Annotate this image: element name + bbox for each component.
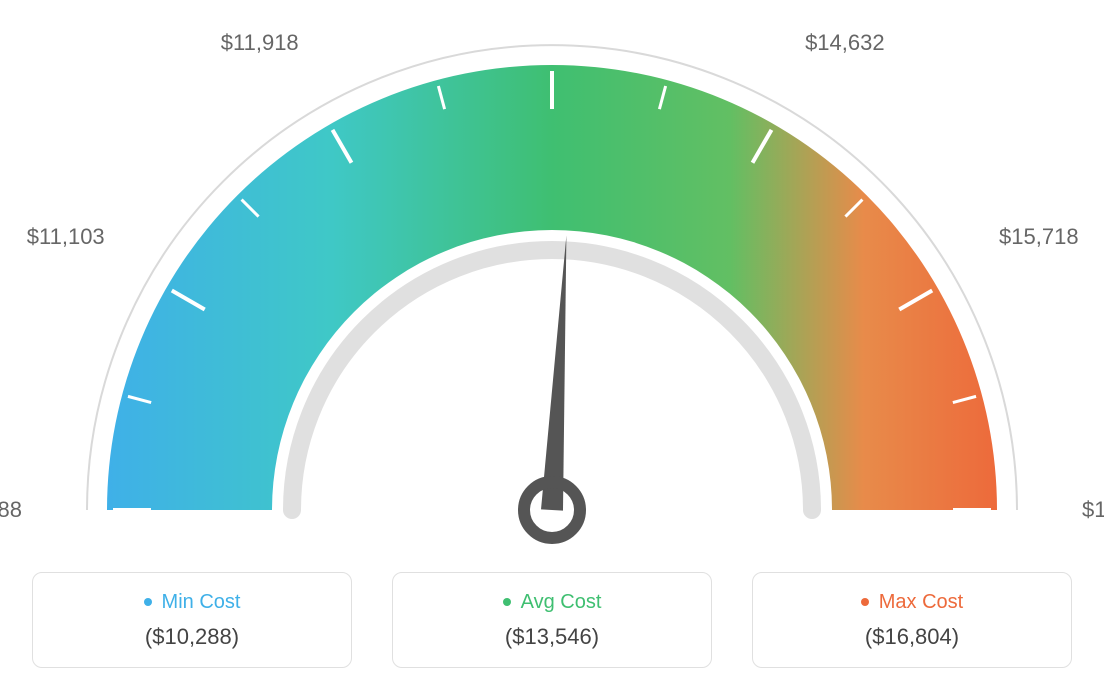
avg-cost-dot-icon	[503, 598, 511, 606]
cost-cards-row: Min Cost ($10,288) Avg Cost ($13,546) Max Co…	[32, 572, 1072, 668]
max-cost-title-text: Max Cost	[879, 591, 963, 614]
gauge-tick-label: $15,718	[999, 224, 1079, 250]
gauge-needle	[541, 235, 566, 510]
min-cost-dot-icon	[144, 598, 152, 606]
gauge-tick-label: $16,804	[1082, 497, 1104, 523]
gauge-tick-label: $11,103	[27, 224, 105, 250]
avg-cost-card: Avg Cost ($13,546)	[392, 572, 712, 668]
max-cost-dot-icon	[861, 598, 869, 606]
gauge-chart: $10,288$11,103$11,918$13,546$14,632$15,7…	[52, 20, 1052, 560]
gauge-tick-label: $14,632	[805, 30, 885, 56]
min-cost-title: Min Cost	[144, 591, 241, 614]
gauge-tick-label: $10,288	[0, 497, 22, 523]
min-cost-card: Min Cost ($10,288)	[32, 572, 352, 668]
avg-cost-title: Avg Cost	[503, 591, 602, 614]
min-cost-value: ($10,288)	[145, 624, 239, 650]
max-cost-card: Max Cost ($16,804)	[752, 572, 1072, 668]
avg-cost-title-text: Avg Cost	[521, 591, 602, 614]
gauge-svg	[52, 20, 1052, 560]
gauge-tick-label: $11,918	[221, 30, 299, 56]
max-cost-value: ($16,804)	[865, 624, 959, 650]
min-cost-title-text: Min Cost	[162, 591, 241, 614]
avg-cost-value: ($13,546)	[505, 624, 599, 650]
max-cost-title: Max Cost	[861, 591, 963, 614]
